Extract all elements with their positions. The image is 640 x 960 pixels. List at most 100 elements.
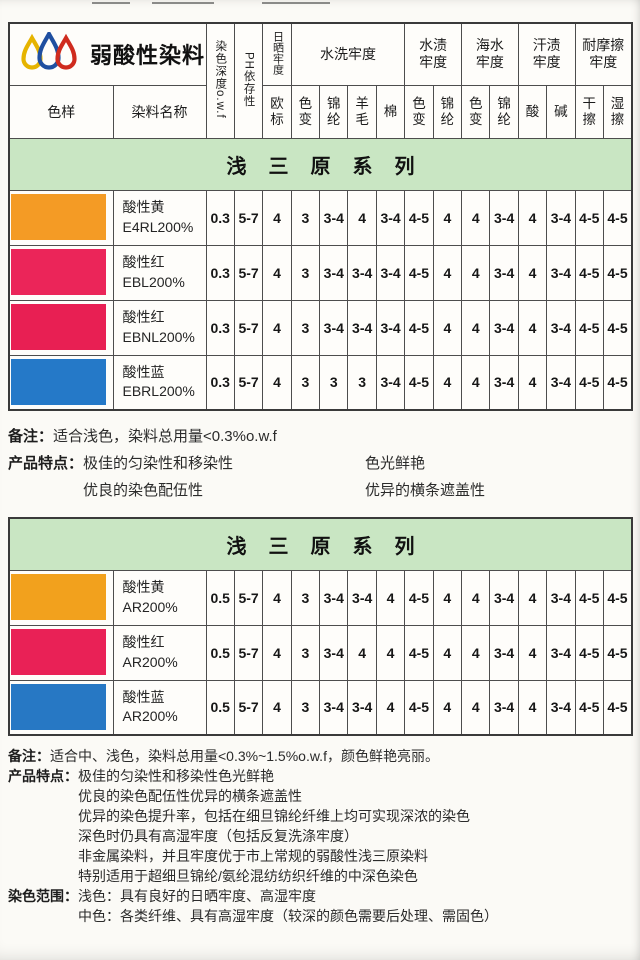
dye-name-cell: 酸性黄 E4RL200%: [112, 189, 207, 246]
fastness-value: 4: [432, 569, 463, 626]
fastness-value: 4-5: [574, 679, 604, 736]
sub-header-color-change: 色变: [290, 84, 321, 139]
fastness-value: 3: [347, 354, 377, 411]
table-row: 酸性蓝 EBRL200% 0.3 5-7 4 3 3 3 3-4 4-5 4 4 …: [8, 354, 633, 411]
fastness-value: 3-4: [319, 569, 349, 626]
fastness-value: 4: [347, 624, 377, 681]
fastness-value: 3-4: [347, 299, 377, 356]
fastness-value: 4: [517, 679, 548, 736]
table-row: 酸性红 EBL200% 0.3 5-7 4 3 3-4 3-4 3-4 4-5 4…: [8, 244, 633, 301]
fastness-value: 4-5: [574, 354, 604, 411]
fastness-value: 4-5: [602, 624, 633, 681]
fastness-value: 4-5: [574, 189, 604, 246]
fastness-value: 3-4: [489, 244, 519, 301]
fastness-value: 4: [262, 299, 292, 356]
fastness-value: 4-5: [602, 244, 633, 301]
fastness-value: 4-5: [404, 624, 434, 681]
fastness-value: 4: [461, 244, 491, 301]
fastness-value: 3-4: [546, 244, 576, 301]
fastness-value: 4-5: [404, 354, 434, 411]
group-header-rub-fastness: 耐摩擦牢度: [574, 22, 633, 86]
fastness-value: 0.3: [205, 299, 235, 356]
fastness-value: 4: [432, 189, 463, 246]
fastness-value: 4: [461, 569, 491, 626]
fastness-value: 3-4: [319, 189, 349, 246]
dye-code: E4RL200%: [122, 218, 194, 235]
fastness-value: 4: [461, 354, 491, 411]
group-header-wash-fastness: 水洗牢度: [290, 22, 406, 86]
fastness-value: 3-4: [375, 354, 406, 411]
fastness-value: 3-4: [375, 244, 406, 301]
dye-name-cell: 酸性黄 AR200%: [112, 569, 207, 626]
fastness-value: 4: [517, 299, 548, 356]
fastness-value: 4-5: [574, 569, 604, 626]
color-swatch-cell: [8, 569, 114, 626]
table-row: 酸性红 AR200% 0.5 5-7 4 3 3-4 4 4 4-5 4 4 3-…: [8, 624, 633, 681]
color-swatch: [11, 574, 106, 620]
remark-text: 适合中、浅色，染料总用量<0.3%~1.5%o.w.f，颜色鲜艳亮丽。: [50, 748, 439, 764]
dye-name: 酸性蓝: [122, 688, 165, 705]
color-swatch: [11, 194, 106, 240]
group-header-seawater-fastness: 海水牢度: [461, 22, 519, 86]
header-row-subcolumns: 色样 染料名称 欧标 色变 锦纶 羊毛 棉 色变 锦纶 色变 锦纶 酸 碱 干擦…: [8, 84, 633, 139]
color-swatch: [11, 249, 106, 295]
table-row: 酸性黄 AR200% 0.5 5-7 4 3 3-4 3-4 4 4-5 4 4 …: [8, 569, 633, 626]
sub-header-alkali: 碱: [546, 84, 576, 139]
fastness-value: 3: [290, 244, 321, 301]
series-banner: 浅三原系列: [8, 517, 633, 571]
fastness-value: 4: [432, 624, 463, 681]
fastness-value: 3-4: [319, 299, 349, 356]
dye-range-label: 染色范围：: [8, 888, 78, 904]
remark-line: 备注：适合中、浅色，染料总用量<0.3%~1.5%o.w.f，颜色鲜艳亮丽。: [8, 746, 634, 766]
fastness-value: 4-5: [404, 679, 434, 736]
fastness-value: 4: [517, 189, 548, 246]
fastness-value: 3-4: [546, 189, 576, 246]
fastness-value: 3-4: [546, 624, 576, 681]
fastness-value: 4: [461, 189, 491, 246]
color-swatch-cell: [8, 679, 114, 736]
dye-name: 酸性红: [122, 633, 165, 650]
dye-range-item: 浅色：具有良好的日晒牢度、高湿牢度: [78, 888, 316, 904]
fastness-value: 0.3: [205, 244, 235, 301]
fastness-value: 4: [432, 299, 463, 356]
series-banner-row: 浅三原系列: [8, 517, 633, 571]
fastness-value: 5-7: [233, 624, 264, 681]
color-swatch: [11, 629, 106, 675]
remark-line: 备注：适合浅色，染料总用量<0.3%o.w.f: [8, 423, 634, 450]
col-header-ph-dependence: PH依存性: [233, 22, 264, 139]
col-header-dye-name: 染料名称: [112, 84, 207, 139]
dye-name: 酸性蓝: [122, 363, 165, 380]
dye-name: 酸性红: [122, 253, 165, 270]
fastness-value: 4: [262, 244, 292, 301]
dye-name: 酸性红: [122, 308, 165, 325]
fastness-value: 5-7: [233, 189, 264, 246]
feature-item: 优异的染色提升率，包括在细旦锦纶纤维上均可实现深浓的染色: [78, 808, 470, 824]
fastness-value: 3: [290, 299, 321, 356]
fastness-value: 5-7: [233, 569, 264, 626]
fastness-value: 3: [290, 569, 321, 626]
header-row-groups: 弱酸性染料 染色深度o.w.f PH依存性 日晒牢度 水洗牢度 水渍牢度 海水牢…: [8, 22, 633, 139]
dye-name-cell: 酸性红 EBNL200%: [112, 299, 207, 356]
brand-cell: 弱酸性染料: [8, 22, 207, 86]
fastness-value: 4: [262, 354, 292, 411]
fastness-value: 4: [517, 244, 548, 301]
fastness-value: 3: [319, 354, 349, 411]
col-header-light-fastness: 日晒牢度: [262, 22, 292, 86]
fastness-value: 4: [432, 354, 463, 411]
dye-range-item: 中色：各类纤维、具有高湿牢度（较深的颜色需要后处理、需固色）: [78, 908, 498, 924]
fastness-value: 3: [290, 189, 321, 246]
fastness-value: 3-4: [347, 679, 377, 736]
feature-item: 优良的染色配伍性: [83, 482, 204, 499]
series-banner-row: 浅三原系列: [8, 137, 633, 191]
color-swatch: [11, 683, 106, 730]
sub-header-nylon: 锦纶: [489, 84, 519, 139]
sub-header-wet-rub: 湿擦: [602, 84, 633, 139]
fastness-value: 3: [290, 354, 321, 411]
fastness-value: 4-5: [602, 569, 633, 626]
features-block: 产品特点： 极佳的匀染性和移染性 优良的染色配伍性 色光鲜艳 优异的横条遮盖性: [8, 450, 634, 504]
feature-item: 特别适用于超细旦锦纶/氨纶混纺纺织纤维的中深色染色: [78, 868, 418, 884]
fastness-value: 3-4: [489, 569, 519, 626]
fastness-value: 0.5: [205, 624, 235, 681]
fastness-value: 4: [262, 624, 292, 681]
color-swatch: [11, 304, 106, 350]
